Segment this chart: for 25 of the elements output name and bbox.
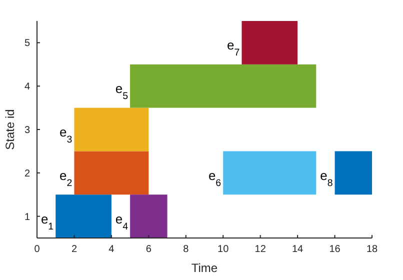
series-label: e$_{8}$ — [320, 168, 333, 188]
y-tick-label: 2 — [24, 168, 30, 180]
series-label: e$_{5}$ — [115, 81, 129, 102]
series-label: e$_{7}$ — [227, 38, 240, 58]
y-tick-label: 3 — [24, 125, 30, 136]
x-tick-label: 4 — [108, 244, 115, 255]
x-tick-label: 0 — [34, 244, 40, 255]
x-tick-label: 8 — [183, 244, 190, 255]
x-axis-title: Time — [191, 261, 218, 275]
x-tick-label: 16 — [329, 244, 341, 255]
series-label: e$_{4}$ — [115, 211, 129, 232]
x-tick-label: 12 — [254, 244, 266, 255]
x-tick-label: 18 — [366, 244, 378, 255]
series-label: e$_{2}$ — [60, 168, 72, 188]
x-tick-label: 10 — [218, 244, 230, 255]
y-tick-label: 4 — [24, 82, 30, 93]
x-tick-label: 6 — [146, 244, 152, 255]
series-label: e$_{6}$ — [208, 168, 222, 188]
series-label: e$_{3}$ — [60, 124, 72, 145]
y-tick-label: 1 — [24, 212, 30, 223]
series-label: e$_{1}$ — [40, 211, 54, 232]
y-axis-title: State id — [3, 109, 17, 150]
x-tick-label: 14 — [292, 244, 304, 255]
x-tick-label: 2 — [71, 244, 78, 255]
y-tick-label: 5 — [24, 38, 30, 50]
